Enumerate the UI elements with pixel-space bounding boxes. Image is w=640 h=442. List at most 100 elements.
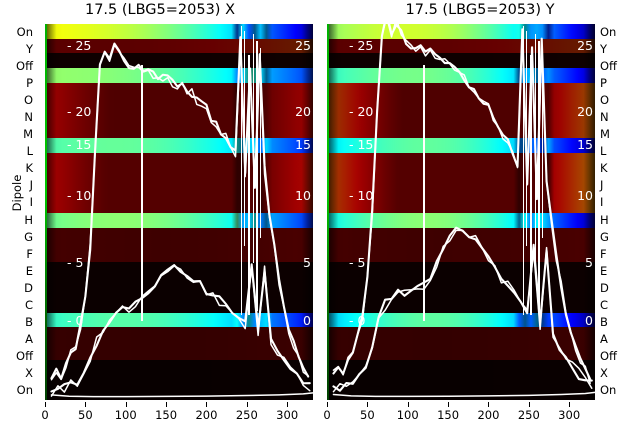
x-tick-label: 150	[155, 408, 178, 422]
trace-upper-trace-ghost	[50, 42, 309, 381]
trace-baseline-trace	[332, 391, 595, 398]
category-tick-label: C	[24, 298, 33, 312]
category-tick-label: K	[600, 161, 608, 176]
heatmap-band	[327, 212, 595, 229]
heatmap-band	[45, 82, 313, 138]
category-tick-label: I	[29, 195, 33, 210]
panel-y-plot-area[interactable]: - 25- 20- 15- 10- 5- 0 25 20 15 10 5 0	[327, 24, 595, 400]
category-tick-label: P	[26, 75, 33, 90]
category-tick-label: Off	[16, 349, 33, 364]
spike-artifact	[537, 41, 540, 312]
category-tick-label: B	[25, 315, 33, 330]
heatmap-band	[327, 327, 595, 360]
x-tick-mark	[528, 402, 530, 407]
category-tick-label: Off	[16, 58, 33, 73]
heatmap-band	[327, 39, 595, 54]
category-tick-label: G	[600, 229, 609, 244]
category-tick-label: E	[600, 263, 608, 278]
category-tick-label: X	[600, 366, 608, 381]
spike-artifact	[140, 65, 143, 322]
category-tick-label: Y	[25, 41, 33, 56]
overlay-traces	[50, 36, 313, 398]
trace-lower-trace-ghost	[50, 265, 311, 397]
category-tick-label: F	[26, 246, 33, 261]
trace-upper-trace-ghost	[332, 24, 591, 384]
trace-lower-trace	[50, 263, 311, 393]
x-tick-label: 100	[396, 408, 419, 422]
category-tick-label: K	[25, 161, 33, 176]
spike-artifact	[240, 25, 243, 315]
spike-artifact	[247, 54, 250, 315]
category-tick-label: B	[600, 315, 608, 330]
panel-x-x-axis: 0 50 100 150 200 250 300	[41, 402, 313, 442]
category-tick-label: J	[29, 178, 33, 193]
category-tick-label: On	[16, 383, 33, 398]
x-tick-label: 200	[477, 408, 500, 422]
x-tick-mark	[448, 402, 450, 407]
category-tick-label: M	[600, 127, 610, 142]
heatmap-band	[327, 228, 595, 262]
x-tick-label: 100	[114, 408, 137, 422]
x-tick-mark	[488, 402, 490, 407]
heatmap-band	[327, 53, 595, 68]
heatmap-band	[45, 24, 313, 40]
category-tick-label: O	[23, 92, 33, 107]
panel-y-category-axis: On Y Off P O N M L K J I H G F E D C B A Off X On	[597, 0, 631, 440]
category-tick-label: J	[600, 178, 604, 193]
category-tick-label: Y	[600, 41, 608, 56]
category-tick-label: H	[600, 212, 609, 227]
panel-x-plot-area[interactable]: - 25- 20- 15- 10- 5- 0 25 20 15 10 5 0	[45, 24, 313, 400]
category-tick-label: Off	[600, 349, 617, 364]
spike-artifact	[422, 65, 425, 322]
trace-baseline-trace	[50, 392, 313, 398]
panel-x-category-axis: On Y Off P O N M L K J I H G F E D C B A Off X On	[0, 0, 34, 440]
category-tick-label: L	[26, 144, 33, 159]
trace-lower-trace-ghost	[332, 229, 593, 393]
x-tick-label: 250	[235, 408, 258, 422]
spike-artifact	[529, 54, 532, 315]
category-tick-label: On	[16, 24, 33, 39]
category-tick-label: D	[600, 280, 609, 295]
category-tick-label: A	[25, 332, 33, 347]
category-tick-label: N	[24, 110, 33, 124]
category-tick-label: P	[600, 75, 607, 90]
spike-artifact	[259, 47, 262, 238]
x-tick-mark	[327, 402, 328, 407]
x-tick-label: 150	[437, 408, 460, 422]
category-tick-label: C	[600, 298, 609, 312]
x-tick-mark	[367, 402, 369, 407]
heatmap-band	[45, 53, 313, 68]
heatmap-band	[327, 82, 595, 138]
spike-artifact	[255, 41, 258, 312]
panel-y-x-axis: 0 50 100 150 200 250 300	[323, 402, 595, 442]
x-tick-mark	[166, 402, 168, 407]
heatmap-band	[327, 359, 595, 400]
overlay-traces	[332, 24, 595, 398]
x-tick-mark	[287, 402, 289, 407]
x-tick-label: 200	[195, 408, 218, 422]
x-tick-mark	[407, 402, 409, 407]
x-tick-mark	[85, 402, 87, 407]
x-tick-mark	[125, 402, 127, 407]
category-tick-label: X	[25, 366, 33, 381]
x-tick-label: 300	[558, 408, 581, 422]
category-tick-label: O	[600, 92, 610, 107]
category-tick-label: E	[25, 263, 33, 278]
category-tick-label: M	[23, 127, 33, 142]
x-tick-label: 0	[41, 408, 49, 422]
category-tick-label: G	[24, 229, 33, 244]
category-tick-label: H	[24, 212, 33, 227]
x-tick-mark	[246, 402, 248, 407]
heatmap-band	[45, 212, 313, 229]
category-tick-label: On	[600, 383, 617, 398]
spike-artifact	[522, 25, 525, 315]
x-tick-label: 250	[517, 408, 540, 422]
panel-y: 17.5 (LBG5=2053) Y - 25- 20- 15- 10- 5- …	[320, 0, 640, 440]
category-tick-label: F	[600, 246, 607, 261]
panel-x-title: 17.5 (LBG5=2053) X	[84, 2, 236, 18]
category-tick-label: D	[24, 280, 33, 295]
x-tick-label: 50	[360, 408, 375, 422]
spike-artifact	[541, 47, 544, 238]
category-tick-label: On	[600, 24, 617, 39]
